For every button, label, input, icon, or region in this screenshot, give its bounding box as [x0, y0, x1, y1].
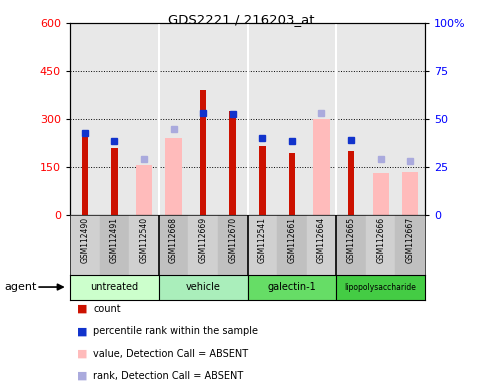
Text: GSM112667: GSM112667: [406, 217, 415, 263]
Text: GDS2221 / 216203_at: GDS2221 / 216203_at: [168, 13, 315, 26]
Text: percentile rank within the sample: percentile rank within the sample: [93, 326, 258, 336]
Bar: [159, 275, 248, 300]
Text: GSM112540: GSM112540: [140, 217, 148, 263]
Text: GSM112669: GSM112669: [199, 217, 208, 263]
Text: vehicle: vehicle: [186, 282, 221, 292]
Bar: [200, 90, 206, 215]
Text: ■: ■: [77, 349, 88, 359]
Bar: [307, 215, 336, 275]
Text: GSM112664: GSM112664: [317, 217, 326, 263]
Bar: [366, 215, 396, 275]
Text: value, Detection Call = ABSENT: value, Detection Call = ABSENT: [93, 349, 248, 359]
Text: agent: agent: [5, 282, 37, 292]
Bar: [129, 215, 159, 275]
Text: count: count: [93, 304, 121, 314]
Bar: [248, 275, 336, 300]
Text: GSM112541: GSM112541: [258, 217, 267, 263]
Bar: [99, 215, 129, 275]
Bar: [229, 111, 236, 215]
Bar: [82, 137, 88, 215]
Bar: [313, 119, 329, 215]
Text: galectin-1: galectin-1: [268, 282, 316, 292]
Text: GSM112491: GSM112491: [110, 217, 119, 263]
Bar: [402, 172, 418, 215]
Bar: [289, 152, 295, 215]
Text: lipopolysaccharide: lipopolysaccharide: [345, 283, 417, 291]
Text: rank, Detection Call = ABSENT: rank, Detection Call = ABSENT: [93, 371, 243, 381]
Bar: [111, 148, 118, 215]
Bar: [166, 138, 182, 215]
Bar: [348, 151, 355, 215]
Text: GSM112490: GSM112490: [80, 217, 89, 263]
Text: GSM112665: GSM112665: [347, 217, 355, 263]
Text: ■: ■: [77, 326, 88, 336]
Bar: [336, 215, 366, 275]
Bar: [70, 275, 159, 300]
Bar: [372, 174, 389, 215]
Text: GSM112661: GSM112661: [287, 217, 297, 263]
Text: GSM112666: GSM112666: [376, 217, 385, 263]
Text: untreated: untreated: [90, 282, 139, 292]
Bar: [159, 215, 188, 275]
Bar: [136, 166, 152, 215]
Text: GSM112668: GSM112668: [169, 217, 178, 263]
Text: GSM112670: GSM112670: [228, 217, 237, 263]
Bar: [277, 215, 307, 275]
Bar: [70, 215, 99, 275]
Bar: [396, 215, 425, 275]
Text: ■: ■: [77, 371, 88, 381]
Bar: [218, 215, 248, 275]
Bar: [188, 215, 218, 275]
Bar: [336, 275, 425, 300]
Bar: [259, 146, 266, 215]
Text: ■: ■: [77, 304, 88, 314]
Bar: [248, 215, 277, 275]
